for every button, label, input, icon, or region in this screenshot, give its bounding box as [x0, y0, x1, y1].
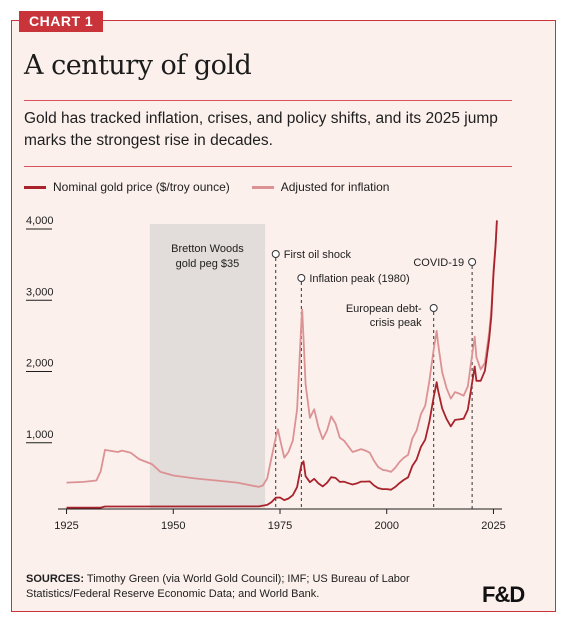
subtitle-divider — [24, 166, 512, 167]
sources-text: Timothy Green (via World Gold Council); … — [26, 573, 410, 600]
chart-card — [11, 20, 556, 612]
chart-title: A century of gold — [24, 50, 252, 81]
title-divider — [24, 100, 512, 101]
x-tick-label-1925: 1925 — [54, 520, 78, 532]
legend-label-adjusted: Adjusted for inflation — [280, 180, 390, 194]
legend-item-adjusted: Adjusted for inflation — [251, 180, 390, 194]
series-line-nominal — [66, 220, 498, 509]
annotation-marker-1 — [271, 250, 280, 258]
sources-note: SOURCES: Timothy Green (via World Gold C… — [26, 572, 456, 602]
x-tick-label-1975: 1975 — [268, 520, 292, 532]
y-tick-label-3000: 3,000 — [26, 286, 54, 298]
x-tick-label-2000: 2000 — [374, 520, 398, 532]
annotation-label-3-line-2: crisis peak — [370, 317, 422, 329]
annotation-marker-2 — [297, 274, 306, 282]
legend-swatch-nominal — [24, 185, 46, 189]
annotation-label-3-line-1: European debt- — [346, 303, 422, 315]
fd-logo: F&D — [482, 582, 525, 607]
bretton-woods-label-line-1: Bretton Woods — [171, 243, 244, 255]
bretton-woods-shading — [149, 224, 266, 509]
chart-legend: Nominal gold price ($/troy ounce) Adjust… — [24, 180, 411, 194]
annotation-label-4: COVID-19 — [413, 257, 464, 269]
chart-tag: CHART 1 — [19, 11, 104, 32]
chart-subtitle: Gold has tracked inflation, crises, and … — [24, 110, 498, 149]
y-tick-label-1000: 1,000 — [26, 429, 54, 441]
legend-item-nominal: Nominal gold price ($/troy ounce) — [24, 180, 230, 194]
annotation-label-2: Inflation peak (1980) — [309, 273, 409, 285]
annotation-label-1: First oil shock — [284, 249, 352, 261]
y-tick-label-4000: 4,000 — [26, 215, 54, 227]
x-tick-label-2025: 2025 — [481, 520, 505, 532]
y-tick-label-2000: 2,000 — [26, 358, 54, 370]
legend-swatch-adjusted — [251, 185, 274, 189]
bretton-woods-label-line-2: gold peg $35 — [176, 258, 240, 270]
series-line-adjusted — [66, 220, 498, 488]
x-tick-label-1950: 1950 — [161, 520, 185, 532]
legend-label-nominal: Nominal gold price ($/troy ounce) — [53, 180, 230, 194]
annotation-marker-4 — [468, 258, 477, 266]
annotation-marker-3 — [429, 304, 438, 312]
sources-label: SOURCES: — [26, 573, 85, 585]
